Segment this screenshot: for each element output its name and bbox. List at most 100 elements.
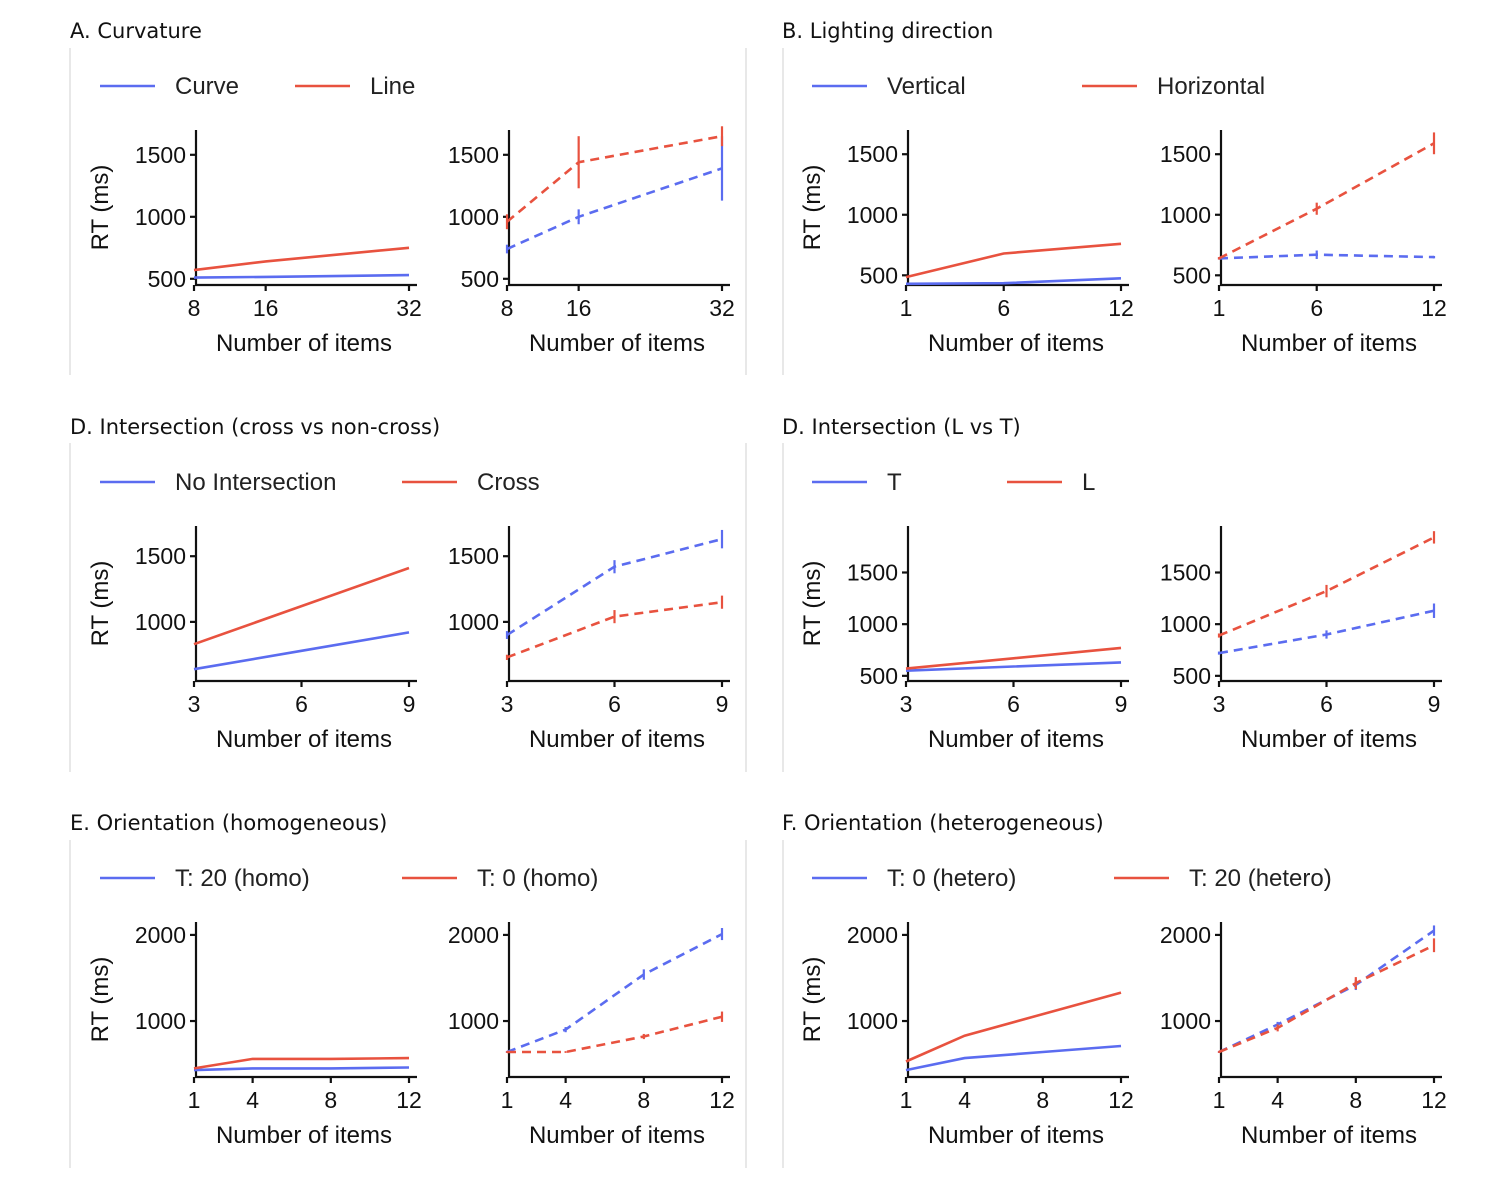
panel-title: D. Intersection (cross vs non-cross) — [70, 415, 440, 439]
series-line-1 — [506, 167, 723, 251]
y-axis-label: RT (ms) — [799, 165, 826, 251]
y-tick-label: 1000 — [1160, 202, 1211, 228]
y-tick-label: 1500 — [847, 141, 898, 167]
series-line-1 — [193, 631, 410, 671]
series-line-2 — [506, 600, 723, 659]
y-tick-label: 2000 — [135, 922, 186, 948]
y-tick-label: 1500 — [448, 543, 499, 569]
x-tick-label: 6 — [1320, 691, 1333, 717]
axis-lines — [507, 922, 730, 1079]
series-line-2 — [1218, 142, 1435, 260]
x-tick-label: 8 — [324, 1087, 337, 1113]
y-tick-label: 1000 — [847, 1008, 898, 1034]
x-tick-label: 16 — [566, 295, 592, 321]
panel-title: E. Orientation (homogeneous) — [70, 811, 387, 835]
y-tick-label: 1500 — [448, 142, 499, 168]
legend-label: Horizontal — [1157, 73, 1265, 100]
panel-E: E. Orientation (homogeneous) T: 20 (homo)… — [70, 811, 735, 1149]
x-tick-label: 8 — [637, 1087, 650, 1113]
legend-label: T: 0 (hetero) — [887, 865, 1016, 892]
x-axis-label: Number of items — [928, 726, 1104, 753]
y-tick-label: 500 — [860, 262, 898, 288]
x-tick-label: 4 — [559, 1087, 572, 1113]
legend-label: L — [1082, 469, 1095, 496]
series-line-1 — [905, 277, 1122, 286]
legend-label: Vertical — [887, 73, 966, 100]
y-tick-label: 1000 — [135, 1008, 186, 1034]
series-line-1 — [905, 661, 1122, 672]
legend: T: 20 (homo) T: 0 (homo) — [100, 865, 598, 892]
x-tick-label: 6 — [608, 691, 621, 717]
y-tick-label: 1000 — [847, 202, 898, 228]
legend-label: T — [887, 469, 902, 496]
x-tick-label: 12 — [1421, 1087, 1447, 1113]
x-axis-label: Number of items — [216, 1122, 392, 1149]
x-tick-label: 8 — [501, 295, 514, 321]
x-axis-label: Number of items — [529, 330, 705, 357]
y-tick-label: 1500 — [135, 543, 186, 569]
x-tick-label: 1 — [188, 1087, 201, 1113]
x-tick-label: 6 — [295, 691, 308, 717]
y-tick-label: 500 — [148, 266, 186, 292]
y-tick-label: 1000 — [135, 204, 186, 230]
series-line-1 — [193, 1066, 410, 1072]
x-tick-label: 12 — [1108, 1087, 1134, 1113]
y-tick-label: 1000 — [1160, 1008, 1211, 1034]
x-tick-label: 1 — [900, 1087, 913, 1113]
axis-lines — [194, 130, 417, 287]
x-tick-label: 9 — [716, 691, 729, 717]
x-tick-label: 32 — [396, 295, 422, 321]
x-axis-label: Number of items — [216, 330, 392, 357]
legend: T: 0 (hetero) T: 20 (hetero) — [812, 865, 1332, 892]
legend-label: T: 20 (homo) — [175, 865, 310, 892]
y-axis-label: RT (ms) — [799, 561, 826, 647]
legend-label: Curve — [175, 73, 239, 100]
series-line-2 — [193, 1056, 410, 1070]
y-tick-label: 2000 — [448, 922, 499, 948]
x-tick-label: 8 — [1349, 1087, 1362, 1113]
series-line-2 — [905, 242, 1122, 279]
x-tick-label: 6 — [1007, 691, 1020, 717]
y-tick-label: 2000 — [847, 922, 898, 948]
x-tick-label: 1 — [1213, 295, 1226, 321]
y-tick-label: 1500 — [847, 560, 898, 586]
y-tick-label: 500 — [860, 663, 898, 689]
x-tick-label: 9 — [403, 691, 416, 717]
x-tick-label: 3 — [1213, 691, 1226, 717]
legend-label: Line — [370, 73, 415, 100]
x-tick-label: 3 — [188, 691, 201, 717]
axis-lines — [1219, 922, 1442, 1079]
y-tick-label: 1000 — [448, 204, 499, 230]
x-axis-label: Number of items — [216, 726, 392, 753]
x-tick-label: 4 — [246, 1087, 259, 1113]
axis-lines — [1219, 130, 1442, 287]
axis-lines — [507, 526, 730, 683]
series-line-2 — [1218, 944, 1435, 1054]
series-line-2 — [905, 991, 1122, 1063]
axis-lines — [906, 526, 1129, 683]
panel-B: B. Lighting direction Vertical Horizontal 5… — [782, 19, 1447, 357]
axis-lines — [1219, 526, 1442, 683]
x-tick-label: 1 — [1213, 1087, 1226, 1113]
y-tick-label: 1000 — [135, 609, 186, 635]
x-tick-label: 12 — [396, 1087, 422, 1113]
series-line-2 — [1218, 536, 1435, 637]
x-tick-label: 1 — [501, 1087, 514, 1113]
axis-lines — [194, 922, 417, 1079]
panel-title: B. Lighting direction — [782, 19, 993, 43]
y-tick-label: 1000 — [1160, 611, 1211, 637]
axis-lines — [906, 130, 1129, 287]
x-axis-label: Number of items — [529, 1122, 705, 1149]
subplot-left: 500 1000 1500 3 6 9 Number of items RT (ms) — [799, 526, 1129, 753]
x-tick-label: 9 — [1115, 691, 1128, 717]
x-tick-label: 8 — [188, 295, 201, 321]
x-axis-label: Number of items — [1241, 726, 1417, 753]
